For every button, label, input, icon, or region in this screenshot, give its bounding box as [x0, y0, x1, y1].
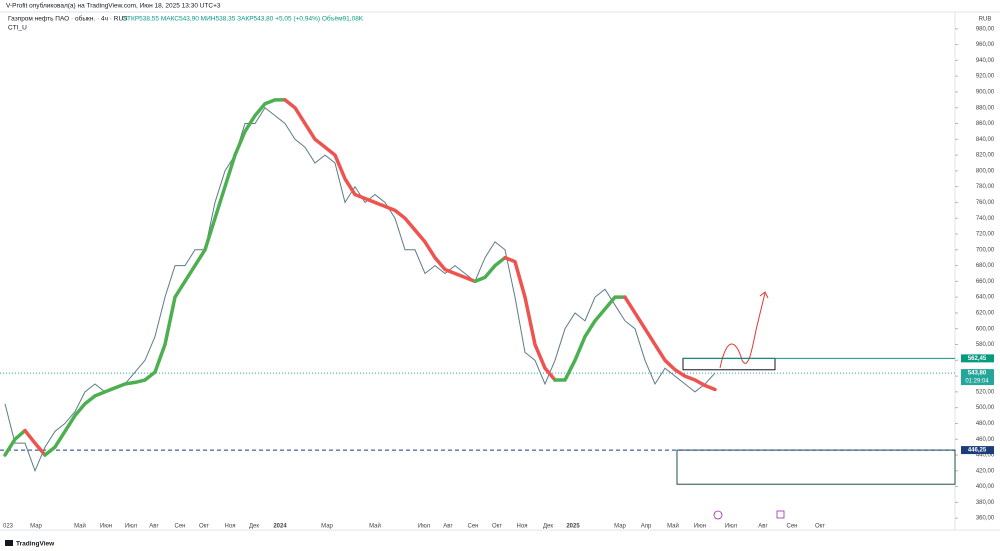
y-tick-label: 880,00	[976, 105, 995, 111]
y-tick-label: 480,00	[976, 421, 995, 427]
y-tick-label: 960,00	[976, 42, 995, 48]
logo-icon	[5, 540, 13, 546]
x-tick-label: Июл	[418, 524, 431, 530]
x-tick-label: 2025	[566, 524, 580, 530]
x-tick-label: Май	[667, 523, 679, 530]
y-tick-label: 920,00	[976, 74, 995, 80]
y-tick-label: 820,00	[976, 153, 995, 159]
currency: RUB	[979, 17, 992, 23]
x-tick-label: Авг	[443, 524, 453, 530]
cti-line	[503, 255, 557, 382]
projection-arrow	[719, 292, 766, 369]
y-tick-label: 500,00	[976, 405, 995, 411]
cti-line	[43, 98, 287, 457]
y-tick-label: 860,00	[976, 121, 995, 127]
price-label-bg	[961, 369, 994, 386]
y-tick-label: 700,00	[976, 247, 995, 253]
price-label: 446,25	[968, 448, 987, 454]
footer-logo: TradingView	[16, 541, 55, 548]
y-tick-label: 400,00	[976, 484, 995, 490]
y-tick-label: 660,00	[976, 279, 995, 285]
y-tick-label: 760,00	[976, 200, 995, 206]
y-tick-label: 720,00	[976, 232, 995, 238]
header: V-Profit опубликовал(а) на TradingView.c…	[6, 2, 221, 10]
x-tick-label: Окт	[492, 524, 502, 530]
y-tick-label: 800,00	[976, 168, 995, 174]
x-tick-label: Сен	[787, 524, 798, 530]
y-tick-label: 580,00	[976, 342, 995, 348]
price-label-bg	[961, 354, 994, 363]
price-label: 562,45	[968, 356, 987, 362]
event-icon[interactable]	[776, 510, 785, 519]
x-tick-label: Сен	[468, 524, 479, 530]
x-tick-label: 2024	[273, 524, 287, 530]
x-tick-label: Авг	[758, 524, 768, 530]
y-tick-label: 680,00	[976, 263, 995, 269]
y-tick-label: 360,00	[976, 516, 995, 522]
cti-line	[23, 428, 47, 457]
y-tick-label: 900,00	[976, 90, 995, 96]
price-label: 543,80	[968, 371, 987, 377]
x-tick-label: Окт	[199, 524, 209, 530]
x-tick-label: Дек	[543, 524, 553, 530]
y-tick-label: 380,00	[976, 500, 995, 506]
indicator-name: CTI_U	[8, 25, 27, 32]
y-tick-label: 520,00	[976, 389, 995, 395]
y-tick-label: 840,00	[976, 137, 995, 143]
cti-line	[473, 255, 507, 284]
symbol-title: Газпром нефть ПАО · обыкн. · 4ч · RUS	[8, 15, 128, 23]
event-icon[interactable]	[713, 510, 723, 520]
y-tick-label: 420,00	[976, 468, 995, 474]
x-tick-label: Авг	[149, 524, 159, 530]
x-tick-label: Мар	[614, 524, 626, 530]
footer-bg	[0, 533, 1000, 551]
x-tick-label: Ноя	[225, 524, 236, 530]
price-countdown: 01:29:04	[965, 379, 989, 385]
x-tick-label: Май	[74, 523, 86, 530]
arrow-head	[759, 291, 769, 299]
y-tick-label: 640,00	[976, 295, 995, 301]
x-tick-label: Апр	[641, 524, 652, 530]
y-tick-label: 600,00	[976, 326, 995, 332]
cti-line	[553, 295, 627, 382]
x-tick-label: Май	[369, 523, 381, 530]
x-tick-label: 023	[3, 524, 14, 530]
x-tick-label: Июн	[100, 524, 112, 530]
x-tick-label: Окт	[815, 524, 825, 530]
cti-line	[3, 428, 27, 457]
price-label-bg	[961, 446, 994, 455]
cti-line	[283, 98, 477, 284]
cti-line	[623, 295, 717, 392]
x-tick-label: Мар	[321, 524, 333, 530]
x-tick-label: Июн	[694, 524, 706, 530]
y-tick-label: 940,00	[976, 58, 995, 64]
y-tick-label: 460,00	[976, 437, 995, 443]
ohlc: ОТКР538,55 МАКС543,90 МИН538,35 ЗАКР543,…	[122, 15, 364, 23]
x-tick-label: Мар	[30, 524, 42, 530]
y-tick-label: 740,00	[976, 216, 995, 222]
y-tick-label: 440,00	[976, 453, 995, 459]
x-tick-label: Июл	[125, 524, 138, 530]
y-tick-label: 620,00	[976, 311, 995, 317]
x-tick-label: Ноя	[517, 524, 528, 530]
x-tick-label: Сен	[175, 524, 186, 530]
x-tick-label: Дек	[249, 524, 259, 530]
y-tick-label: 980,00	[976, 26, 995, 32]
y-tick-label: 780,00	[976, 184, 995, 190]
x-tick-label: Июл	[725, 524, 738, 530]
